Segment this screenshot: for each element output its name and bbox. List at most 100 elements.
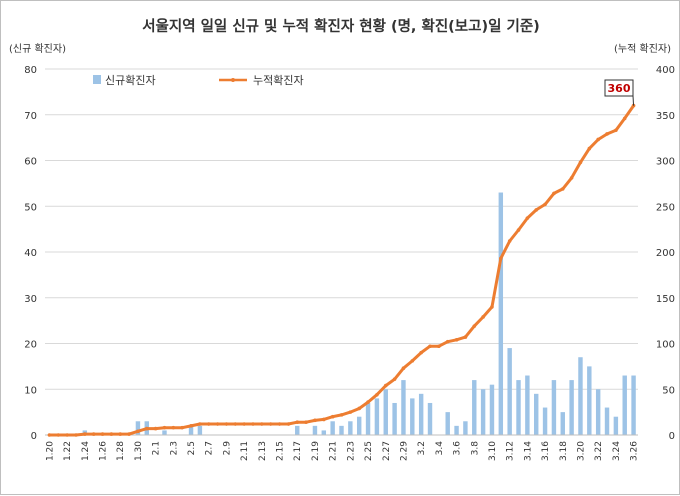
left-axis-label: (신규 확진자) [9, 43, 66, 55]
bar-3.19 [569, 380, 574, 435]
x-tick-label: 2.29 [399, 441, 409, 461]
right-axis-label: (누적 확진자) [614, 43, 671, 55]
point-3.11 [499, 256, 503, 261]
bar-2.25 [365, 402, 371, 435]
point-2.5 [189, 424, 193, 428]
line-series [47, 103, 636, 437]
x-tick-label: 1.20 [45, 441, 55, 461]
cumulative-line [49, 104, 635, 437]
y-right-tick-label: 200 [656, 248, 675, 259]
bar-3.12 [507, 348, 512, 435]
legend-bar-swatch [93, 75, 101, 84]
bar-3.22 [595, 389, 601, 435]
point-3.16 [543, 202, 547, 207]
y-right-tick-label: 300 [656, 157, 675, 168]
x-tick-label: 2.5 [187, 441, 197, 455]
point-3.3 [428, 344, 432, 349]
point-2.27 [383, 383, 388, 388]
x-tick-label: 3.10 [488, 441, 498, 461]
y-left-tick-label: 10 [24, 385, 37, 396]
point-2.23 [348, 410, 353, 414]
bar-3.15 [534, 393, 539, 435]
callout-box [604, 79, 634, 97]
point-1.24 [83, 432, 87, 436]
point-3.17 [552, 191, 556, 196]
bar-3.13 [516, 380, 521, 435]
x-tick-label: 3.24 [612, 441, 622, 461]
point-2.2 [162, 425, 167, 430]
point-3.22 [596, 137, 600, 142]
point-3.19 [569, 176, 574, 180]
y-left-tick-label: 60 [24, 157, 37, 168]
point-2.21 [330, 414, 335, 419]
bar-2.21 [330, 421, 335, 435]
point-2.7 [206, 422, 211, 426]
bar-3.8 [472, 380, 477, 435]
y-right-tick-label: 150 [656, 294, 675, 305]
bar-3.18 [560, 412, 565, 435]
callout-text: 360 [608, 82, 631, 95]
bar-2.2 [162, 430, 167, 435]
point-1.31 [144, 426, 149, 431]
bar-3.26 [631, 375, 636, 435]
bar-3.21 [587, 366, 592, 435]
point-3.21 [587, 146, 592, 151]
callout-leader [632, 95, 635, 106]
bar-3.3 [427, 402, 433, 435]
y-left-tick-label: 30 [24, 294, 37, 305]
x-tick-label: 2.1 [152, 441, 162, 455]
point-2.20 [321, 417, 326, 422]
bar-2.27 [383, 389, 388, 435]
point-1.28 [118, 432, 123, 436]
bar-3.20 [578, 357, 583, 435]
point-2.19 [313, 418, 317, 423]
bar-1.30 [135, 421, 141, 435]
x-tick-label: 2.27 [382, 441, 392, 461]
point-2.10 [233, 422, 238, 426]
point-2.14 [268, 422, 273, 426]
bar-3.17 [551, 380, 557, 435]
bar-3.7 [463, 421, 468, 435]
point-2.1 [153, 426, 158, 431]
x-tick-label: 3.20 [576, 441, 586, 461]
point-2.8 [215, 422, 220, 426]
right-axis-ticks: 0 50 100 150 200 250 300 350 400 [656, 65, 675, 442]
bar-3.9 [480, 389, 486, 435]
y-left-tick-label: 50 [24, 202, 37, 213]
x-tick-label: 3.2 [417, 441, 427, 455]
bar-3.24 [613, 416, 619, 435]
point-3.13 [516, 228, 521, 232]
point-3.6 [454, 338, 459, 342]
point-3.7 [463, 335, 468, 339]
bar-2.19 [312, 425, 318, 435]
point-2.6 [198, 422, 202, 426]
x-tick-label: 3.14 [523, 441, 533, 461]
legend-bar-label: 신규확진자 [105, 74, 156, 87]
gridlines [45, 68, 638, 390]
bar-2.6 [197, 425, 203, 435]
bar-2.29 [401, 380, 406, 435]
x-tick-label: 2.11 [240, 441, 250, 461]
point-2.12 [251, 422, 255, 426]
callout-360: 360 [604, 79, 635, 106]
point-1.30 [136, 429, 140, 434]
point-2.15 [277, 422, 282, 426]
bar-3.25 [622, 375, 627, 435]
point-1.22 [65, 433, 69, 437]
bar-3.2 [418, 393, 424, 435]
point-1.23 [74, 433, 78, 437]
legend-line-label: 누적확진자 [253, 74, 304, 87]
y-left-tick-label: 70 [24, 111, 37, 122]
point-3.18 [560, 187, 565, 191]
point-3.2 [419, 350, 423, 355]
point-2.26 [375, 392, 379, 397]
point-2.22 [339, 413, 344, 417]
x-tick-label: 2.3 [169, 441, 179, 455]
point-3.20 [578, 160, 583, 165]
point-1.21 [56, 433, 61, 437]
chart-title: 서울지역 일일 신규 및 누적 확진자 현황 (명, 확진(보고)일 기준) [142, 17, 540, 35]
bar-2.5 [188, 425, 194, 435]
legend-line-marker [231, 78, 235, 82]
point-3.14 [525, 216, 530, 220]
